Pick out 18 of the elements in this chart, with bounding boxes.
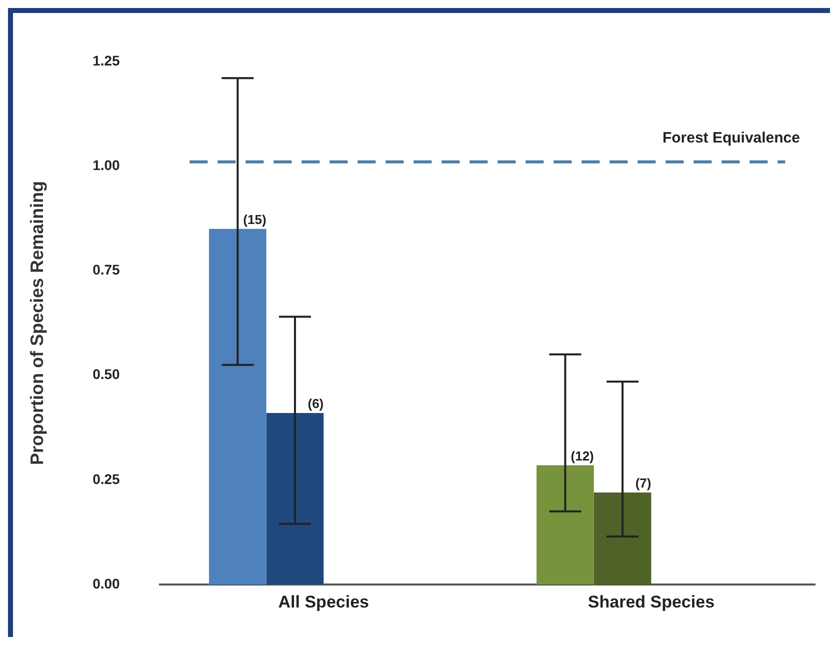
y-tick-label: 0.25 xyxy=(92,470,120,487)
y-tick-label: 1.25 xyxy=(92,52,120,68)
y-tick-label: 0.00 xyxy=(92,575,120,592)
y-axis-title: Proportion of Species Remaining xyxy=(26,180,47,466)
annotation: (15) xyxy=(243,212,266,227)
annotation: (6) xyxy=(308,396,324,412)
y-tick-label: 1.00 xyxy=(92,156,120,173)
annotation: (7) xyxy=(635,476,652,491)
y-tick-label: 0.75 xyxy=(92,262,120,278)
ref-line-label: Forest Equivalence xyxy=(662,129,800,146)
annotation: (12) xyxy=(570,448,594,464)
bar xyxy=(594,492,652,585)
x-tick-label: Shared Species xyxy=(588,592,715,612)
x-tick-label: All Species xyxy=(278,592,369,612)
bar xyxy=(208,228,266,585)
bar xyxy=(266,412,324,585)
bar xyxy=(536,465,594,585)
y-tick-label: 0.50 xyxy=(92,366,120,382)
